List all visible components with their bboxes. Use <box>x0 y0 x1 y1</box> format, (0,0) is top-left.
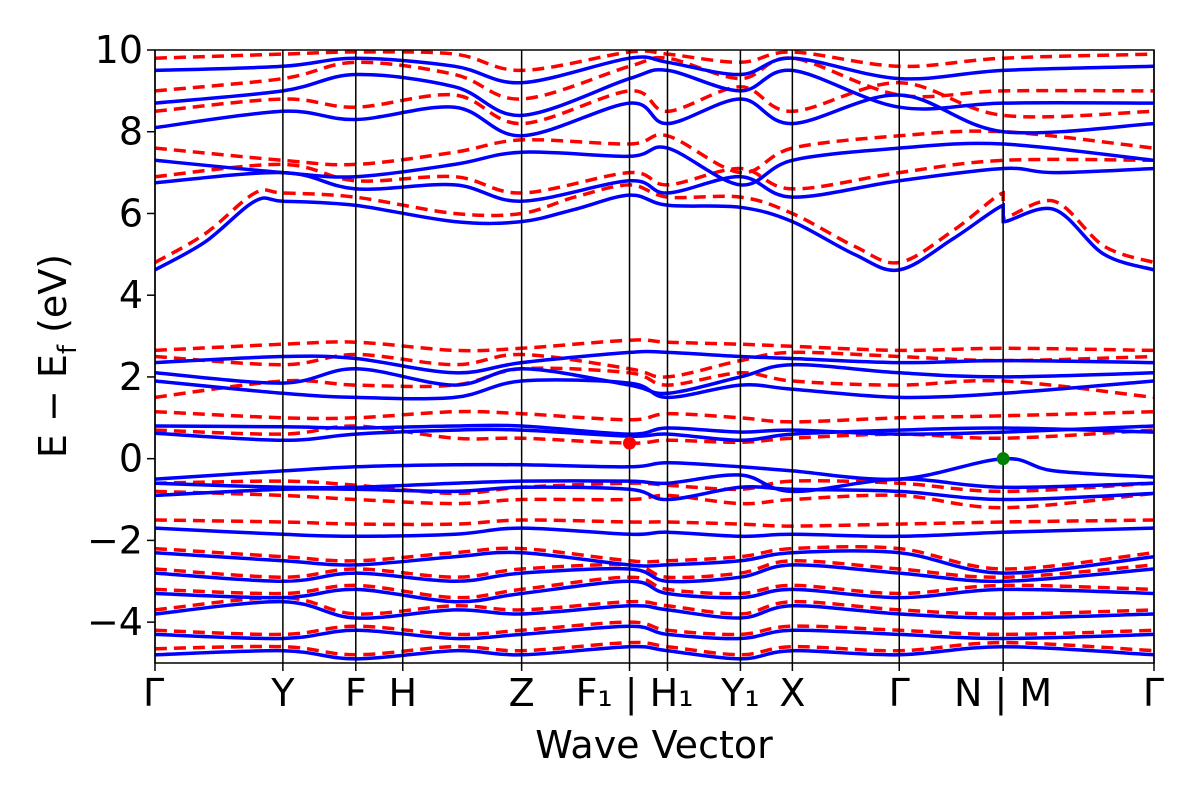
blue-band-line <box>155 141 1154 187</box>
x-tick-label: F₁ | H₁ <box>576 671 694 716</box>
y-tick-label: −4 <box>87 600 143 644</box>
blue-band-line <box>155 599 1154 620</box>
y-axis-title-main: E − E <box>31 354 75 458</box>
blue-band-line <box>155 55 1154 85</box>
blue-band-line <box>155 378 1154 401</box>
red-band-line <box>155 518 1154 528</box>
blue-band-line <box>155 624 1154 641</box>
x-tick-label: Y <box>270 671 295 715</box>
red-band-line <box>155 575 1154 600</box>
y-tick-label: 6 <box>119 191 143 235</box>
x-tick-label: Γ <box>1143 671 1164 715</box>
blue-band-line <box>155 68 1154 118</box>
red-band-line <box>155 350 1154 379</box>
x-axis-title: Wave Vector <box>535 723 773 767</box>
y-tick-label: 4 <box>119 273 143 317</box>
x-tick-label: H <box>388 671 417 715</box>
red-band-line <box>155 544 1154 571</box>
red-band-line <box>155 366 1154 400</box>
x-axis-ticks: Γ Y F H Z F₁ | H₁ Y₁ X Γ N | M Γ <box>143 663 1164 716</box>
blue-band-line <box>155 526 1154 539</box>
y-axis-title-tail: (eV) <box>31 254 75 345</box>
y-tick-label: 10 <box>95 28 143 72</box>
band-edge-markers <box>623 436 1010 466</box>
red-band-line <box>155 55 1154 101</box>
x-tick-label: Γ <box>889 671 910 715</box>
red-band-line <box>155 129 1154 175</box>
y-tick-label: 8 <box>119 110 143 154</box>
x-tick-label: X <box>779 671 805 715</box>
red-band-line <box>155 338 1154 353</box>
red-band-line <box>155 620 1154 637</box>
blue-band-line <box>155 485 1154 502</box>
blue-band-line <box>155 93 1154 138</box>
blue-band-line <box>155 349 1154 375</box>
band-edge-marker <box>996 452 1010 466</box>
blue-band-line <box>155 579 1154 604</box>
y-axis-ticks: −4 −2 0 2 4 6 8 10 <box>87 28 155 644</box>
x-tick-label: Γ <box>143 671 164 715</box>
blue-band-line <box>155 549 1154 575</box>
blue-band-line <box>155 563 1154 584</box>
y-tick-label: −2 <box>87 518 143 562</box>
red-band-line <box>155 595 1154 616</box>
blue-band-line <box>155 426 1154 443</box>
blue-band-line <box>155 644 1154 661</box>
x-tick-label: F <box>345 671 367 715</box>
x-tick-label: Z <box>509 671 535 715</box>
red-band-line <box>155 80 1154 126</box>
band-edge-marker <box>623 436 637 450</box>
red-band-line <box>155 424 1154 445</box>
blue-band-line <box>155 423 1154 436</box>
y-tick-label: 2 <box>119 355 143 399</box>
red-band-line <box>155 157 1154 195</box>
red-band-line <box>155 559 1154 580</box>
y-axis-title-sub: f <box>53 344 83 354</box>
y-tick-label: 0 <box>119 437 143 481</box>
y-axis-title: E − Ef (eV) <box>31 254 83 458</box>
x-tick-label: Y₁ <box>720 671 759 715</box>
red-band-line <box>155 640 1154 657</box>
plot-frame <box>154 49 1155 664</box>
x-tick-label: N | M <box>954 671 1052 716</box>
red-band-line <box>155 50 1154 73</box>
red-band-line <box>155 409 1154 424</box>
